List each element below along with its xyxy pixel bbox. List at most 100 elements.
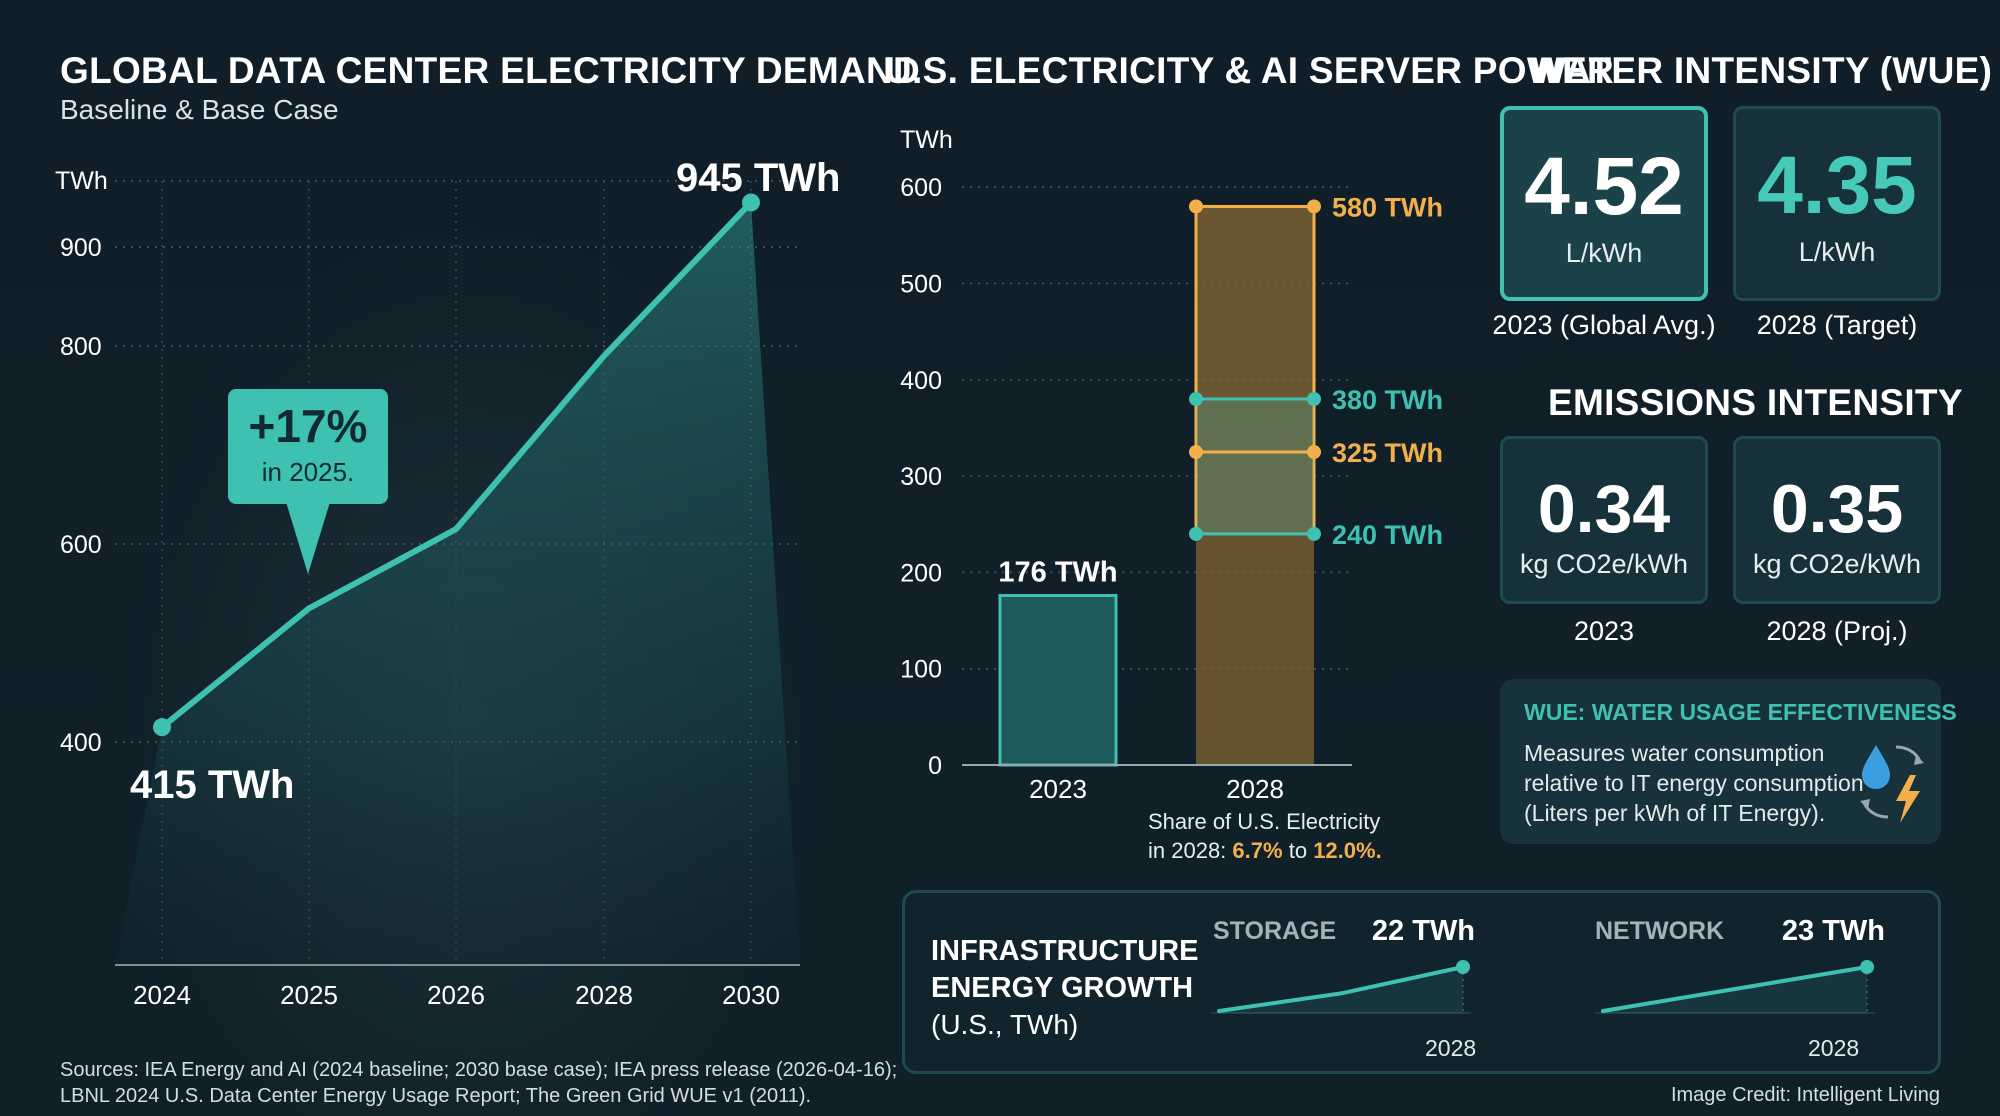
wue-2028-caption: 2028 (Target) (1756, 310, 1918, 340)
middle-y-tick-label: 400 (900, 367, 942, 395)
share-note: Share of U.S. Electricity in 2028: 6.7% … (1148, 808, 1382, 866)
bar-2023-label: 176 TWh (998, 557, 1117, 589)
storage-value: 22 TWh (1371, 915, 1475, 947)
middle-y-tick-label: 500 (900, 271, 942, 299)
middle-y-axis-label: TWh (900, 126, 953, 154)
emissions-2028-card: 0.35 kg CO2e/kWh (1733, 436, 1941, 604)
wue-info-line: relative to IT energy consumption (1524, 769, 1864, 796)
infrastructure-subtitle: (U.S., TWh) (931, 1009, 1079, 1040)
left-x-tick-label: 2025 (280, 980, 338, 1010)
water-energy-cycle-icon (1860, 745, 1924, 823)
middle-y-tick-label: 0 (928, 752, 942, 780)
left-y-tick-label: 400 (60, 729, 102, 757)
wue-2023-unit: L/kWh (1565, 238, 1643, 268)
middle-chart-title: U.S. ELECTRICITY & AI SERVER POWER (885, 50, 1615, 91)
wue-2023-value: 4.52 (1524, 141, 1684, 232)
emissions-2023-unit: kg CO2e/kWh (1519, 549, 1689, 579)
marker-dot (1307, 199, 1321, 214)
middle-x-tick-label: 2028 (1226, 774, 1284, 804)
callout-value: +17% (248, 400, 368, 452)
wue-info-line: (Liters per kWh of IT Energy). (1524, 799, 1826, 826)
emissions-2028-caption: 2028 (Proj.) (1766, 616, 1908, 646)
network-value: 23 TWh (1781, 915, 1885, 947)
sparkline-line (1601, 965, 1869, 1013)
left-data-point (153, 718, 171, 737)
left-x-tick-label: 2030 (722, 980, 780, 1010)
left-x-tick-label: 2028 (575, 980, 633, 1010)
left-area-chart: TWh 400 600 800 900 2024 2025 2026 2028 2030 (55, 167, 800, 1010)
sparkline-end-point (1860, 960, 1874, 974)
emissions-2023-value: 0.34 (1537, 471, 1671, 547)
wue-2023-card: 4.52 L/kWh (1500, 106, 1708, 301)
end-value-label: 945 TWh (676, 156, 841, 200)
left-chart-title: GLOBAL DATA CENTER ELECTRICITY DEMAND (60, 50, 921, 91)
middle-markers: 580 TWh 380 TWh 325 TWh 240 TWh (1189, 192, 1443, 550)
middle-y-tick-label: 200 (900, 559, 942, 587)
sparkline-line (1217, 965, 1465, 1013)
sources-note: Sources: IEA Energy and AI (2024 baselin… (60, 1057, 897, 1109)
infrastructure-title-line: INFRASTRUCTURE (931, 935, 1199, 967)
wue-2028-unit: L/kWh (1798, 237, 1876, 267)
left-chart-subtitle: Baseline & Base Case (60, 94, 339, 125)
infrastructure-title-line: ENERGY GROWTH (931, 972, 1194, 1005)
network-sparkline (1595, 960, 1875, 1014)
left-series-line (159, 199, 754, 731)
middle-y-tick-label: 600 (900, 174, 942, 202)
image-credit: Image Credit: Intelligent Living (1670, 1084, 1940, 1106)
callout-text: in 2025. (261, 457, 355, 487)
wue-info-text: Measures water consumption relative to I… (1524, 739, 1864, 829)
middle-bars: 176 TWh (998, 204, 1316, 767)
share-low: 6.7% (1232, 837, 1283, 863)
left-x-tick-label: 2026 (427, 980, 485, 1010)
left-data-point (742, 193, 760, 212)
left-y-tick-label: 900 (60, 234, 102, 262)
storage-sparkline (1211, 960, 1471, 1014)
middle-x-ticks: 2023 2028 (1029, 774, 1284, 804)
sources-line: Sources: IEA Energy and AI (2024 baselin… (60, 1059, 898, 1081)
bar-2023 (998, 594, 1118, 767)
share-mid: to (1288, 837, 1308, 863)
emissions-title: EMISSIONS INTENSITY (1548, 382, 1963, 423)
infrastructure-title: INFRASTRUCTURE ENERGY GROWTH (931, 933, 1198, 1007)
marker-dot (1307, 526, 1321, 541)
middle-x-tick-label: 2023 (1029, 774, 1087, 804)
marker-dot (1189, 392, 1203, 407)
growth-callout: +17% in 2025. (228, 389, 388, 504)
wue-2028-value: 4.35 (1757, 140, 1917, 231)
share-note-prefix2: in 2028: (1148, 837, 1227, 863)
storage-year: 2028 (1425, 1035, 1477, 1061)
middle-bar-chart: TWh 0 100 200 300 400 500 600 176 TWh 580 TWh 3… (900, 126, 1443, 804)
bar-2028-inner-range (1196, 399, 1314, 534)
middle-y-ticks: 0 100 200 300 400 500 600 (900, 174, 942, 780)
left-x-ticks: 2024 2025 2026 2028 2030 (133, 980, 780, 1010)
wue-2023-caption: 2023 (Global Avg.) (1492, 310, 1716, 340)
marker-label: 325 TWh (1332, 438, 1443, 468)
wue-2028-card: 4.35 L/kWh (1733, 106, 1941, 301)
left-y-axis-label: TWh (55, 167, 108, 195)
marker-dot (1189, 199, 1203, 214)
bar-2028-base (1196, 533, 1314, 765)
callout-pointer (286, 502, 330, 574)
left-y-tick-label: 800 (60, 333, 102, 361)
middle-y-tick-label: 100 (900, 656, 942, 684)
emissions-2023-card: 0.34 kg CO2e/kWh (1500, 436, 1708, 604)
wue-info-box: WUE: WATER USAGE EFFECTIVENESS Measures … (1500, 679, 1957, 844)
wue-info-title: WUE: WATER USAGE EFFECTIVENESS (1524, 699, 1957, 725)
sparkline-end-point (1456, 960, 1470, 974)
sources-line: LBNL 2024 U.S. Data Center Energy Usage … (60, 1085, 812, 1107)
middle-y-tick-label: 300 (900, 463, 942, 491)
marker-label: 240 TWh (1332, 520, 1443, 550)
marker-dot (1307, 392, 1321, 407)
share-note-line2: in 2028: 6.7% to 12.0%. (1148, 837, 1382, 866)
marker-dot (1189, 526, 1203, 541)
marker-label: 580 TWh (1332, 192, 1443, 222)
left-area-fill (115, 202, 800, 965)
left-points (153, 193, 760, 737)
left-y-ticks: 400 600 800 900 (60, 234, 102, 757)
marker-dot (1307, 445, 1321, 460)
emissions-2028-unit: kg CO2e/kWh (1752, 549, 1922, 579)
share-note-line1: Share of U.S. Electricity (1148, 809, 1381, 834)
left-x-tick-label: 2024 (133, 980, 191, 1010)
emissions-2023-caption: 2023 (1573, 616, 1635, 646)
infrastructure-panel: INFRASTRUCTURE ENERGY GROWTH (U.S., TWh)… (902, 890, 1941, 1074)
